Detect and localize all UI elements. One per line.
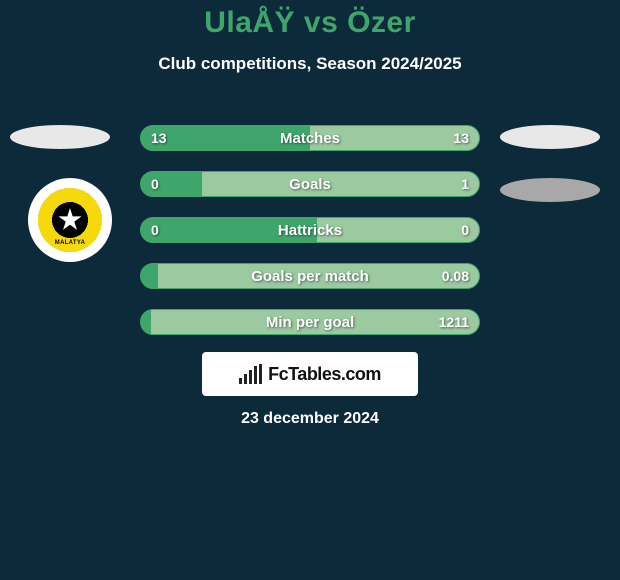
page-title: UlaÅŸ vs Özer <box>0 0 620 40</box>
brand-bars-icon <box>239 364 262 384</box>
stat-right-value: 1211 <box>439 310 469 334</box>
brand-text: FcTables.com <box>268 364 381 385</box>
stat-right-value: 1 <box>461 172 469 196</box>
stat-label: Goals <box>141 172 479 196</box>
stat-label: Min per goal <box>141 310 479 334</box>
player-right-placeholder <box>500 125 600 149</box>
stat-label: Goals per match <box>141 264 479 288</box>
stat-right-value: 0.08 <box>442 264 469 288</box>
brand-bar <box>254 366 257 384</box>
brand-bar <box>244 374 247 384</box>
stat-row: 0Hattricks0 <box>140 217 480 243</box>
brand-box[interactable]: FcTables.com <box>202 352 418 396</box>
club-badge-label: MALATYA <box>38 240 102 246</box>
brand-bar <box>259 364 262 384</box>
stat-row: Goals per match0.08 <box>140 263 480 289</box>
stat-right-value: 0 <box>461 218 469 242</box>
club-left-badge: MALATYA <box>28 178 112 262</box>
brand-bar <box>249 370 252 384</box>
stat-row: 0Goals1 <box>140 171 480 197</box>
brand-bar <box>239 378 242 384</box>
stat-label: Hattricks <box>141 218 479 242</box>
stat-label: Matches <box>141 126 479 150</box>
date-line: 23 december 2024 <box>0 410 620 428</box>
stat-right-value: 13 <box>453 126 469 150</box>
stat-row: 13Matches13 <box>140 125 480 151</box>
club-badge-graphic: MALATYA <box>38 188 102 252</box>
subtitle: Club competitions, Season 2024/2025 <box>0 54 620 74</box>
player-left-placeholder <box>10 125 110 149</box>
stats-container: 13Matches130Goals10Hattricks0Goals per m… <box>140 125 480 355</box>
stat-row: Min per goal1211 <box>140 309 480 335</box>
club-right-placeholder <box>500 178 600 202</box>
